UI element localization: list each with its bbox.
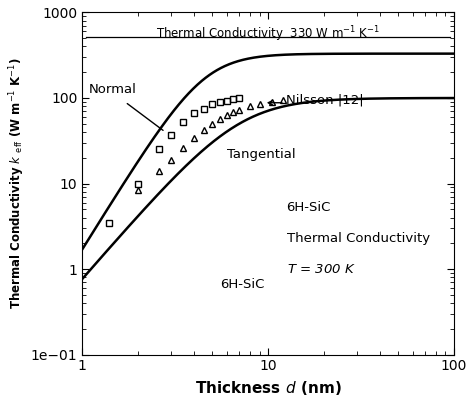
Y-axis label: Thermal Conductivity $k$ $_{\mathrm{eff}}$ (W m$^{-1}$ K$^{-1}$): Thermal Conductivity $k$ $_{\mathrm{eff}…	[7, 58, 27, 309]
X-axis label: Thickness $d$ (nm): Thickness $d$ (nm)	[195, 379, 341, 397]
Text: Thermal Conductivity  330 W m$^{-1}$ K$^{-1}$: Thermal Conductivity 330 W m$^{-1}$ K$^{…	[156, 24, 380, 44]
Text: 6H-SiC: 6H-SiC	[220, 278, 264, 291]
Text: 6H-SiC: 6H-SiC	[287, 201, 331, 214]
Text: Nilsson |12|: Nilsson |12|	[286, 93, 364, 106]
Text: Thermal Conductivity: Thermal Conductivity	[287, 232, 430, 245]
Text: Tangential: Tangential	[227, 148, 295, 161]
Text: Normal: Normal	[89, 83, 137, 96]
Text: $T$ = 300 K: $T$ = 300 K	[287, 263, 356, 276]
